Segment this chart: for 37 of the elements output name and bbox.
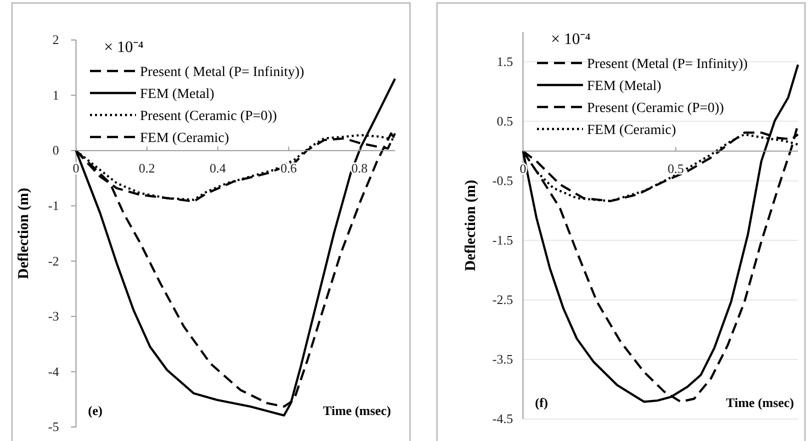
y-tick-label: -4.5 xyxy=(492,411,513,426)
legend-label: Present (Ceramic (P=0)) xyxy=(587,100,724,116)
x-axis-title: Time (msec) xyxy=(323,403,391,418)
y-tick-label: -1.5 xyxy=(492,232,513,248)
y-tick-label: -2 xyxy=(48,253,59,268)
y-tick-label: -4 xyxy=(48,364,60,379)
y-tick-label: -3 xyxy=(48,308,59,324)
annotation: (e) xyxy=(88,403,102,418)
y-tick-label: -0.5 xyxy=(492,173,513,188)
x-axis-title: Time (msec) xyxy=(726,395,794,410)
y-axis-title: Deflection (m) xyxy=(16,188,32,280)
legend-label: FEM (Metal) xyxy=(140,86,215,102)
y-axis-title: Deflection (m) xyxy=(463,180,479,272)
y-tick-label: -5 xyxy=(48,419,59,434)
legend-label: Present (Ceramic (P=0)) xyxy=(140,108,278,124)
y-tick-label: -1 xyxy=(48,198,59,214)
x-tick-label: 0.2 xyxy=(138,160,156,176)
annotation: (f) xyxy=(535,395,548,410)
x-tick-label: 0.4 xyxy=(210,160,226,176)
y-tick-label: 1.5 xyxy=(496,54,513,69)
legend-label: FEM (Metal) xyxy=(587,78,662,94)
legend-label: FEM (Ceramic) xyxy=(587,122,676,138)
y-tick-label: 2 xyxy=(52,32,59,48)
annotation: × 10⁻⁴ xyxy=(551,31,592,48)
annotation: × 10⁻⁴ xyxy=(104,39,144,56)
legend-label: FEM (Ceramic) xyxy=(140,130,230,146)
x-tick-label: 0.5 xyxy=(668,160,684,176)
x-tick-label: 0 xyxy=(520,160,526,176)
x-tick-label: 0 xyxy=(72,160,80,176)
legend-label: Present (Metal (P= Infinity)) xyxy=(587,56,748,72)
x-tick-label: 0.6 xyxy=(280,160,298,176)
y-tick-label: 0 xyxy=(52,142,59,158)
y-tick-label: -2.5 xyxy=(492,292,513,308)
y-tick-label: -3.5 xyxy=(492,352,513,367)
y-tick-label: 1 xyxy=(52,87,59,102)
y-tick-label: 0.5 xyxy=(496,113,513,128)
legend-label: Present ( Metal (P= Infinity)) xyxy=(140,64,305,80)
